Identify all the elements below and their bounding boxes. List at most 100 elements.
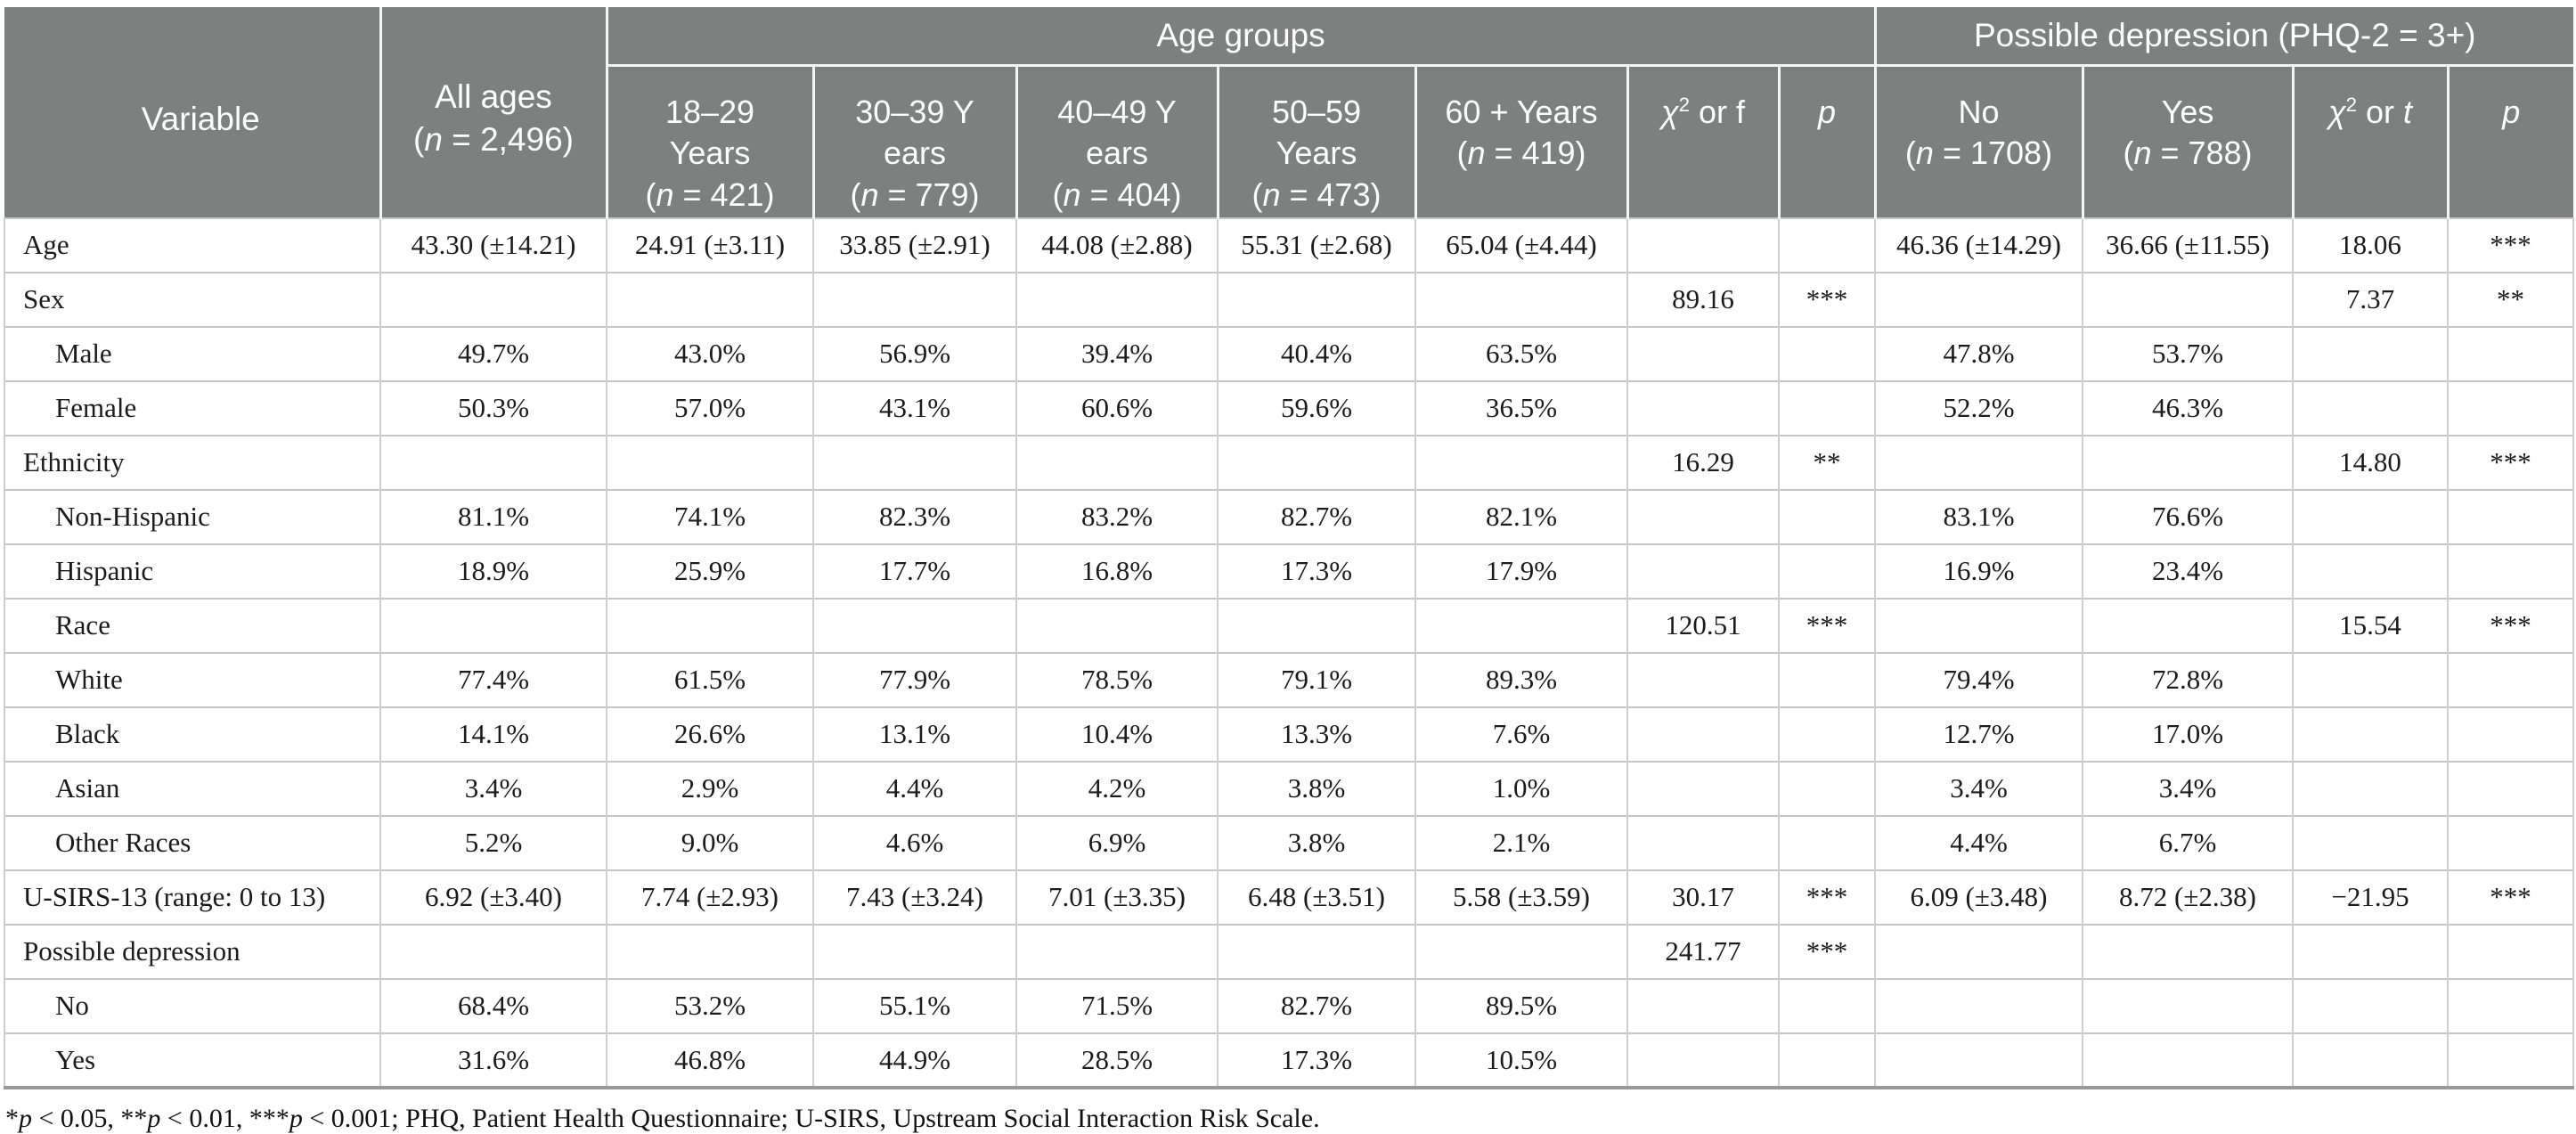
cell: [2082, 434, 2293, 490]
cell: [606, 597, 813, 653]
cell: [2292, 325, 2448, 381]
cell: [1626, 325, 1779, 381]
cell: 16.9%: [1874, 543, 2083, 599]
cell: 17.0%: [2082, 706, 2293, 762]
cell: [1414, 434, 1627, 490]
cell: 31.6%: [379, 1032, 607, 1089]
row-label: U-SIRS-13 (range: 0 to 13): [4, 869, 380, 925]
cell: [1015, 597, 1218, 653]
cell: [1874, 271, 2083, 327]
cell: [1874, 1032, 2083, 1089]
cell: [379, 597, 607, 653]
row-label: Hispanic: [4, 543, 380, 599]
row-label: Non-Hispanic: [4, 488, 380, 544]
cell: 43.1%: [812, 379, 1016, 436]
cell: 43.0%: [606, 325, 813, 381]
cell: 6.9%: [1015, 814, 1218, 870]
cell: 77.4%: [379, 651, 607, 707]
cell: 6.09 (±3.48): [1874, 869, 2083, 925]
cell: 89.3%: [1414, 651, 1627, 707]
cell: 17.9%: [1414, 543, 1627, 599]
cell: 68.4%: [379, 977, 607, 1033]
row-label: Possible depression: [4, 923, 380, 979]
cell: 13.3%: [1217, 706, 1415, 762]
col-header-possible-depression: Possible depression (PHQ-2 = 3+): [1873, 7, 2573, 65]
cell: 9.0%: [606, 814, 813, 870]
table-row: Other Races 5.2% 9.0% 4.6% 6.9% 3.8% 2.1% 4.4% 6…: [4, 814, 2574, 870]
table-row: No 68.4% 53.2% 55.1% 71.5% 82.7% 89.5%: [4, 977, 2574, 1033]
cell: 47.8%: [1874, 325, 2083, 381]
cell: [606, 271, 813, 327]
cell: [2292, 543, 2448, 599]
cell: 82.3%: [812, 488, 1016, 544]
row-label: Black: [4, 706, 380, 762]
cell: ***: [1778, 923, 1875, 979]
cell: 16.29: [1626, 434, 1779, 490]
cell: [1778, 651, 1875, 707]
cell: [812, 597, 1016, 653]
cell: 4.4%: [1874, 814, 2083, 870]
table-row: Ethnicity 16.29 ** 14.80 ***: [4, 434, 2574, 490]
table-row: Sex 89.16 *** 7.37 **: [4, 271, 2574, 327]
cell: 6.92 (±3.40): [379, 869, 607, 925]
cell: 12.7%: [1874, 706, 2083, 762]
cell: [2292, 651, 2448, 707]
cell: [1778, 814, 1875, 870]
cell: 3.4%: [1874, 760, 2083, 816]
cell: 83.1%: [1874, 488, 2083, 544]
cell: 74.1%: [606, 488, 813, 544]
cell: 44.9%: [812, 1032, 1016, 1089]
cell: [1626, 379, 1779, 436]
cell: [1778, 325, 1875, 381]
cell: **: [2447, 271, 2574, 327]
cell: [1626, 977, 1779, 1033]
cell: [2447, 706, 2574, 762]
cell: [1015, 271, 1218, 327]
cell: 2.1%: [1414, 814, 1627, 870]
cell: [1778, 379, 1875, 436]
row-label: Other Races: [4, 814, 380, 870]
table-row: Non-Hispanic 81.1% 74.1% 82.3% 83.2% 82.7% 82.…: [4, 488, 2574, 544]
cell: 7.01 (±3.35): [1015, 869, 1218, 925]
cell: 72.8%: [2082, 651, 2293, 707]
cell: 33.85 (±2.91): [812, 216, 1016, 273]
table-row: Black 14.1% 26.6% 13.1% 10.4% 13.3% 7.6% 12.7% 1…: [4, 706, 2574, 762]
cell: [1414, 597, 1627, 653]
cell: ***: [1778, 597, 1875, 653]
row-label: No: [4, 977, 380, 1033]
cell: 53.2%: [606, 977, 813, 1033]
cell: 14.80: [2292, 434, 2448, 490]
cell: 63.5%: [1414, 325, 1627, 381]
cell: [1874, 434, 2083, 490]
cell: [2292, 1032, 2448, 1089]
cell: [1626, 706, 1779, 762]
cell: 3.4%: [379, 760, 607, 816]
row-label: Asian: [4, 760, 380, 816]
cell: [2292, 814, 2448, 870]
cell: 7.43 (±3.24): [812, 869, 1016, 925]
cell: [1874, 597, 2083, 653]
cell: 53.7%: [2082, 325, 2293, 381]
cell: [1778, 1032, 1875, 1089]
footnote: *p < 0.05, **p < 0.01, ***p < 0.001; PHQ…: [5, 1103, 1320, 1133]
cell: [1778, 977, 1875, 1033]
cell: 46.36 (±14.29): [1874, 216, 2083, 273]
cell: [1217, 271, 1415, 327]
col-header-60-plus-years: 60 + Years (n = 419): [1414, 63, 1627, 218]
cell: [1626, 488, 1779, 544]
cell: 241.77: [1626, 923, 1779, 979]
cell: 46.3%: [2082, 379, 2293, 436]
cell: 3.8%: [1217, 760, 1415, 816]
table-row: Race 120.51 *** 15.54 ***: [4, 597, 2574, 653]
cell: 4.4%: [812, 760, 1016, 816]
cell: [1874, 977, 2083, 1033]
cell: [2447, 814, 2574, 870]
cell: [1626, 651, 1779, 707]
cell: [1778, 216, 1875, 273]
cell: 39.4%: [1015, 325, 1218, 381]
cell: 6.48 (±3.51): [1217, 869, 1415, 925]
cell: [812, 434, 1016, 490]
cell: 3.4%: [2082, 760, 2293, 816]
cell: [1414, 923, 1627, 979]
